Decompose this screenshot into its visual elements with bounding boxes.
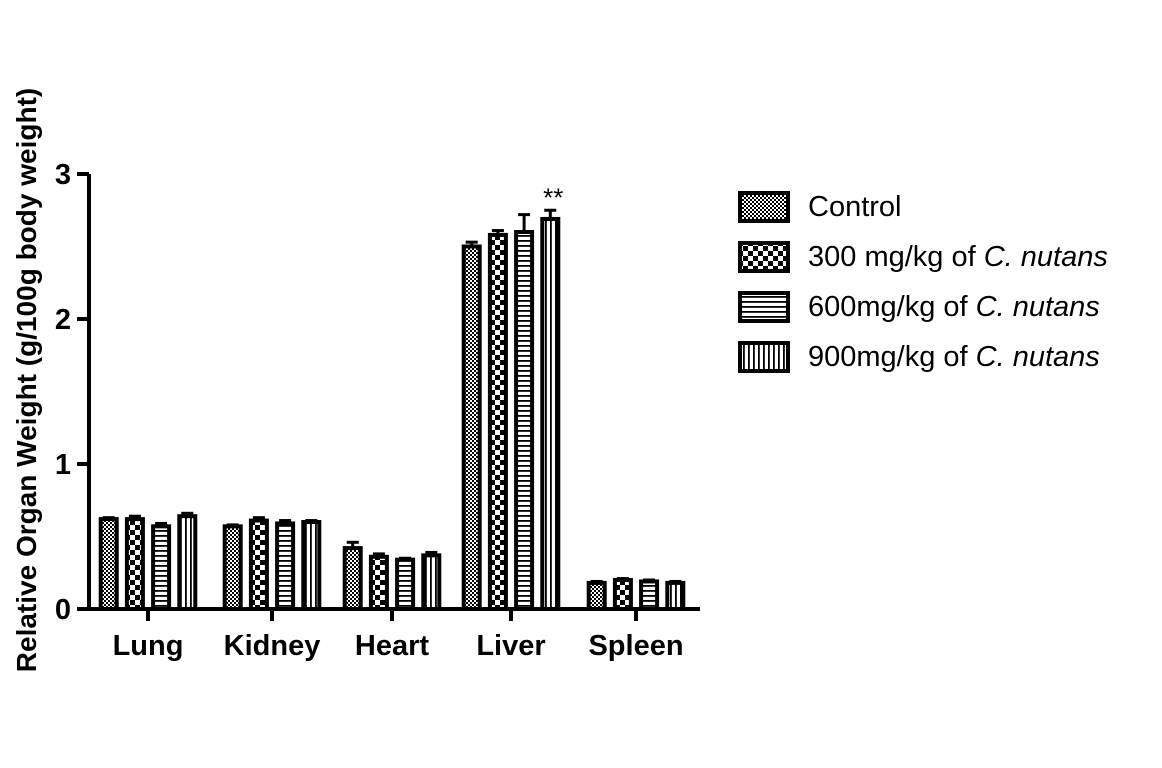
bar-heart-s3	[421, 553, 442, 611]
bar-liver-s0	[461, 244, 482, 611]
y-tick-label: 3	[55, 159, 71, 191]
bars-layer	[98, 208, 686, 612]
bar-heart-s0	[342, 546, 363, 611]
x-tick-label: Heart	[355, 630, 429, 662]
x-tick-label: Lung	[113, 630, 184, 662]
bar-lung-s0	[98, 517, 119, 611]
x-tick-label: Kidney	[224, 630, 321, 662]
legend-item-control: Control	[738, 182, 1108, 232]
bar-liver-s3	[540, 216, 561, 611]
bar-spleen-s3	[665, 580, 686, 612]
legend-label: Control	[808, 190, 902, 223]
bar-spleen-s2	[639, 579, 660, 612]
legend-label: 600mg/kg of C. nutans	[808, 290, 1100, 323]
y-tick-label: 1	[55, 449, 71, 481]
legend-swatch-hlines	[738, 291, 790, 323]
bar-spleen-s1	[612, 578, 633, 611]
legend-swatch-dots	[738, 191, 790, 223]
bar-liver-s2	[514, 230, 535, 611]
legend-swatch-vlines	[738, 341, 790, 373]
legend-item-300mg: 300 mg/kg of C. nutans	[738, 232, 1108, 282]
bar-kidney-s2	[275, 521, 296, 612]
legend-label: 900mg/kg of C. nutans	[808, 340, 1100, 373]
significance-annotation: **	[543, 182, 563, 212]
labels-layer: 0 1 2 3 Lung Kidney Heart Liver Spleen **	[55, 159, 684, 662]
bar-kidney-s0	[222, 524, 243, 611]
y-tick-label: 0	[55, 594, 71, 626]
y-tick-label: 2	[55, 304, 71, 336]
bar-spleen-s0	[586, 580, 607, 612]
bar-heart-s2	[395, 557, 416, 612]
legend-item-900mg: 900mg/kg of C. nutans	[738, 332, 1108, 382]
bar-lung-s2	[151, 524, 172, 611]
y-axis-title: Relative Organ Weight (g/100g body weigh…	[11, 88, 42, 672]
bar-lung-s3	[177, 514, 198, 612]
bar-kidney-s1	[248, 518, 269, 611]
legend: Control 300 mg/kg of C. nutans 600mg/kg …	[738, 182, 1108, 382]
legend-swatch-checker	[738, 241, 790, 273]
legend-item-600mg: 600mg/kg of C. nutans	[738, 282, 1108, 332]
bar-liver-s1	[487, 232, 508, 611]
x-tick-label: Liver	[476, 630, 545, 662]
bar-kidney-s3	[301, 520, 322, 611]
bar-lung-s1	[124, 517, 145, 611]
bar-heart-s1	[368, 554, 389, 611]
x-tick-label: Spleen	[588, 630, 683, 662]
legend-label: 300 mg/kg of C. nutans	[808, 240, 1108, 273]
